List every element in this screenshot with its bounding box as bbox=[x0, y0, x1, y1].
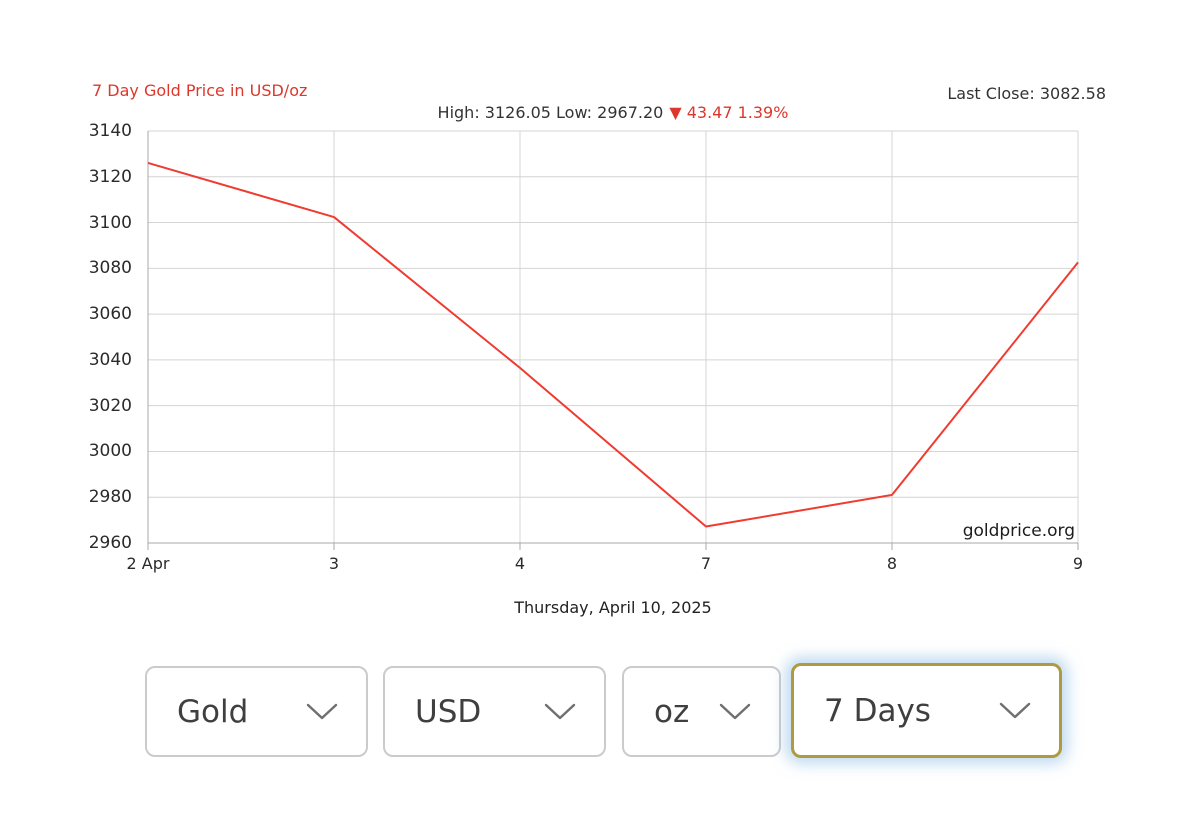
y-tick-label: 3080 bbox=[88, 258, 132, 279]
currency-select[interactable]: USD bbox=[383, 666, 606, 757]
x-tick-label: 3 bbox=[328, 554, 340, 573]
chart-title: 7 Day Gold Price in USD/oz bbox=[92, 81, 308, 100]
y-tick-label: 3000 bbox=[88, 441, 132, 462]
unit-select-value: oz bbox=[654, 693, 690, 730]
chevron-down-icon bbox=[999, 702, 1031, 718]
price-chart-plot: goldprice.org bbox=[147, 130, 1079, 550]
chevron-down-icon bbox=[306, 703, 338, 719]
y-tick-label: 3020 bbox=[88, 395, 132, 416]
metal-select-value: Gold bbox=[177, 693, 249, 730]
high-low-summary: High: 3126.05 Low: 2967.20 ▼ 43.47 1.39% bbox=[148, 103, 1078, 122]
x-tick-label: 4 bbox=[514, 554, 526, 573]
y-tick-label: 3120 bbox=[88, 166, 132, 187]
y-tick-label: 2980 bbox=[88, 487, 132, 508]
chevron-down-icon bbox=[544, 703, 576, 719]
y-axis-labels: 3140 3120 3100 3080 3060 3040 3020 3000 2980 2960 bbox=[0, 121, 140, 553]
unit-select[interactable]: oz bbox=[622, 666, 781, 757]
period-select[interactable]: 7 Days bbox=[791, 663, 1062, 758]
currency-select-value: USD bbox=[415, 693, 482, 730]
last-close-label: Last Close: 3082.58 bbox=[947, 84, 1106, 103]
y-tick-label: 3100 bbox=[88, 212, 132, 233]
period-select-value: 7 Days bbox=[824, 692, 931, 729]
y-tick-label: 2960 bbox=[88, 533, 132, 553]
high-low-text: High: 3126.05 Low: 2967.20 bbox=[437, 103, 664, 122]
chevron-down-icon bbox=[719, 703, 751, 719]
x-tick-label: 7 bbox=[700, 554, 712, 573]
date-caption: Thursday, April 10, 2025 bbox=[514, 598, 712, 617]
chart-canvas bbox=[147, 130, 1079, 550]
price-change-down: ▼ 43.47 1.39% bbox=[669, 103, 789, 122]
x-axis-labels: 2 Apr 3 4 7 8 9 bbox=[127, 554, 1084, 578]
metal-select[interactable]: Gold bbox=[145, 666, 368, 757]
y-tick-label: 3060 bbox=[88, 304, 132, 325]
y-tick-label: 3040 bbox=[88, 349, 132, 370]
y-tick-label: 3140 bbox=[88, 121, 132, 141]
goldprice-watermark: goldprice.org bbox=[954, 520, 1077, 541]
x-tick-label: 8 bbox=[886, 554, 898, 573]
x-tick-label: 9 bbox=[1072, 554, 1084, 573]
price-line bbox=[147, 161, 1079, 528]
x-tick-label: 2 Apr bbox=[126, 554, 170, 573]
